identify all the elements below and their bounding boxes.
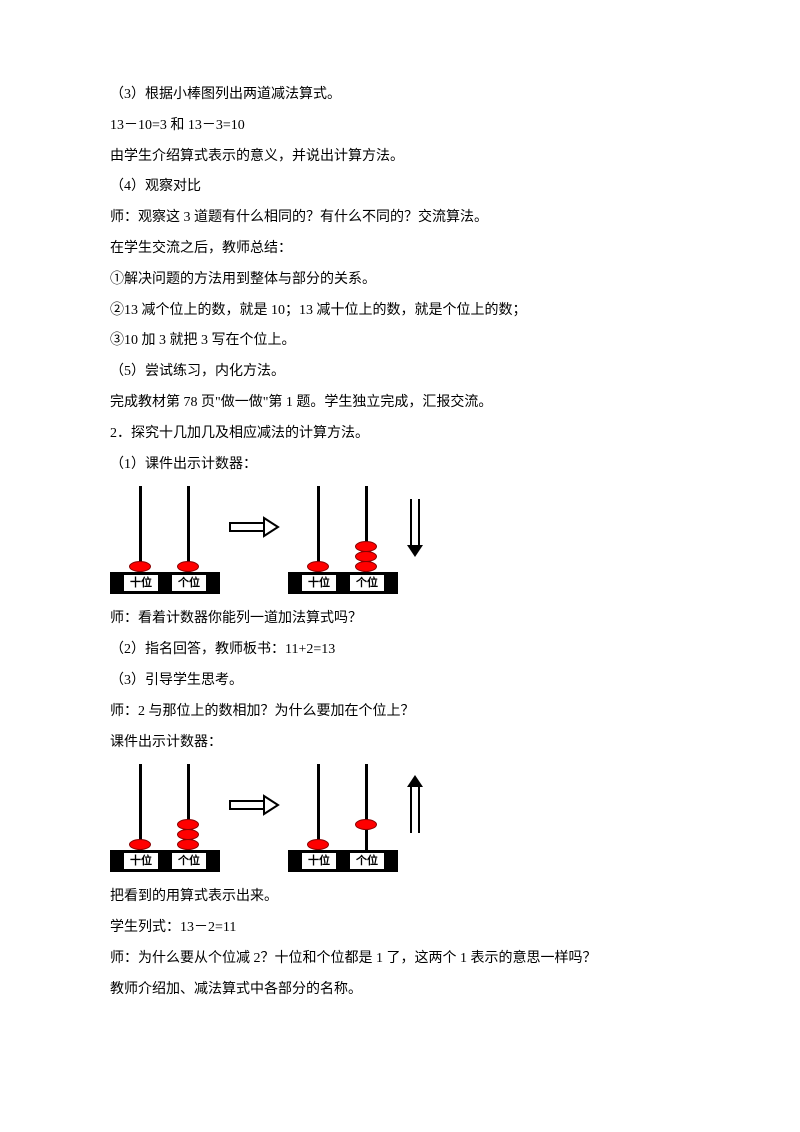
text-line: 师：为什么要从个位减 2？十位和个位都是 1 了，这两个 1 表示的意思一样吗？ [110,944,690,975]
abacus-left: 十位个位 [110,764,220,872]
text-line: 教师介绍加、减法算式中各部分的名称。 [110,975,690,1006]
text-line: 师：观察这 3 道题有什么相同的？有什么不同的？交流算法。 [110,203,690,234]
text-line: 学生列式：13－2=11 [110,913,690,944]
text-line: 课件出示计数器： [110,728,690,759]
text-line: 完成教材第 78 页"做一做"第 1 题。学生独立完成，汇报交流。 [110,388,690,419]
text-line: （4）观察对比 [110,172,690,203]
arrow-up-icon [404,764,426,872]
abacus-right: 十位个位 [288,486,398,594]
text-line: 由学生介绍算式表示的意义，并说出计算方法。 [110,142,690,173]
text-line: （2）指名回答，教师板书：11+2=13 [110,635,690,666]
text-line: （3）根据小棒图列出两道减法算式。 [110,80,690,111]
text-line: （3）引导学生思考。 [110,666,690,697]
text-line: ③10 加 3 就把 3 写在个位上。 [110,326,690,357]
text-line: ①解决问题的方法用到整体与部分的关系。 [110,265,690,296]
abacus-diagram-1: 十位个位 十位个位 [110,486,690,594]
text-line: 把看到的用算式表示出来。 [110,882,690,913]
arrow-down-icon [404,486,426,594]
text-line: 师：2 与那位上的数相加？为什么要加在个位上？ [110,697,690,728]
text-line: （5）尝试练习，内化方法。 [110,357,690,388]
document-page: （3）根据小棒图列出两道减法算式。 13－10=3 和 13－3=10 由学生介… [0,0,800,1046]
abacus-right: 十位个位 [288,764,398,872]
arrow-right-icon [226,764,282,872]
text-line: 2．探究十几加几及相应减法的计算方法。 [110,419,690,450]
abacus-diagram-2: 十位个位 十位个位 [110,764,690,872]
text-line: 在学生交流之后，教师总结： [110,234,690,265]
text-line: （1）课件出示计数器： [110,450,690,481]
text-line: 13－10=3 和 13－3=10 [110,111,690,142]
abacus-left: 十位个位 [110,486,220,594]
text-line: 师：看着计数器你能列一道加法算式吗？ [110,604,690,635]
text-line: ②13 减个位上的数，就是 10；13 减十位上的数，就是个位上的数； [110,296,690,327]
arrow-right-icon [226,486,282,594]
